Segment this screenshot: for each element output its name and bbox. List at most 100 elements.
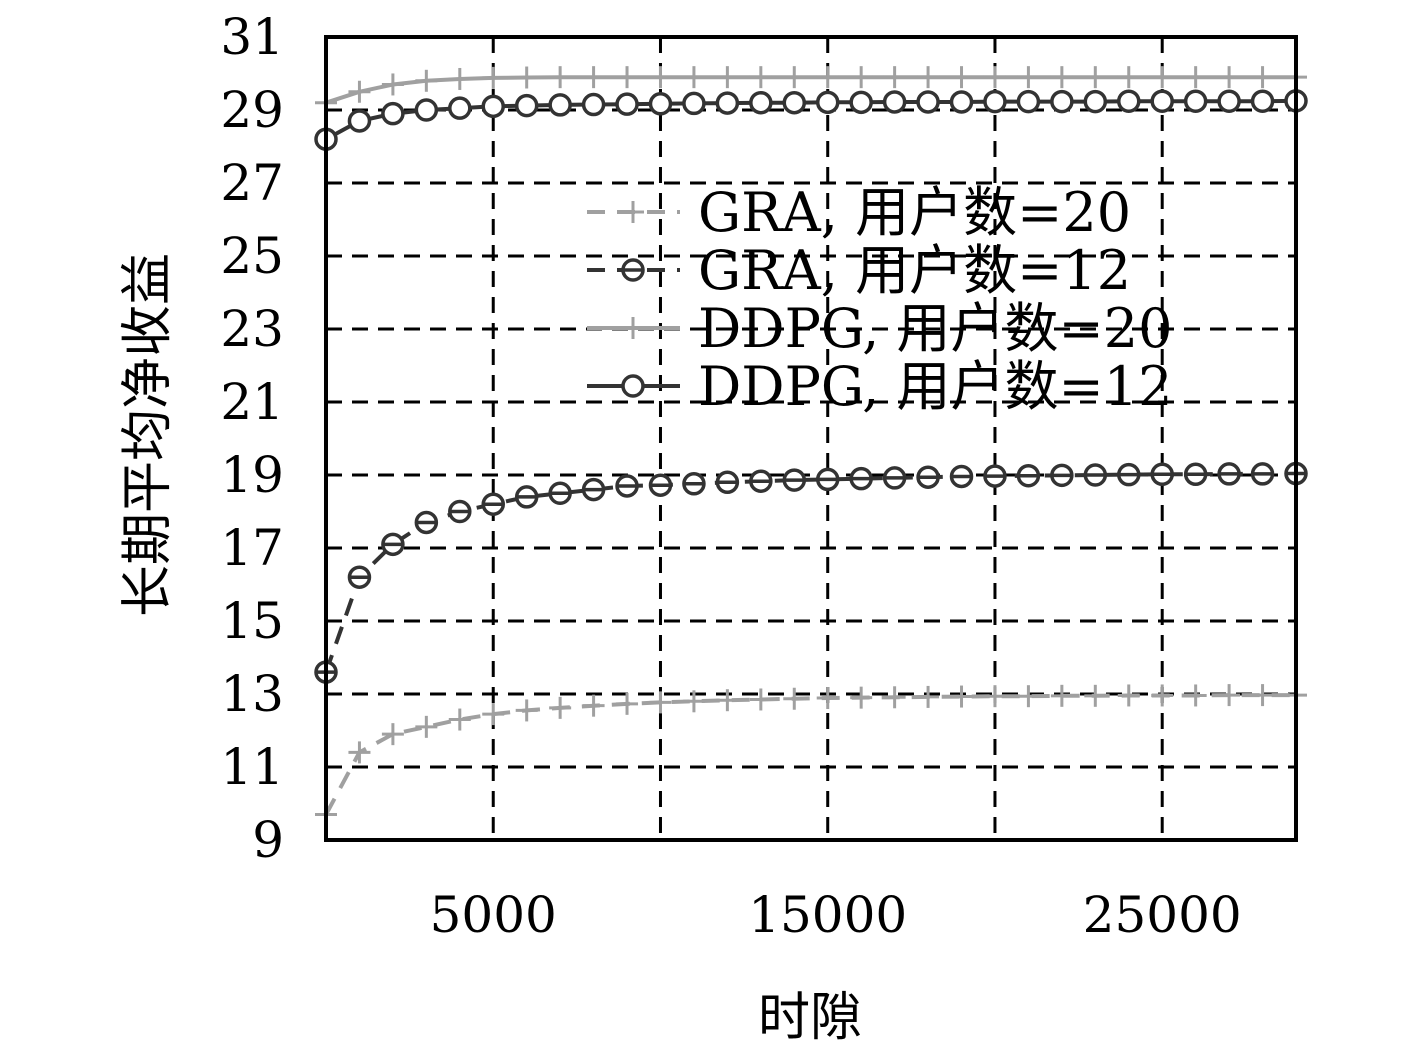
y-tick-label: 27 [220, 154, 284, 212]
plus-marker [616, 692, 639, 715]
circle-marker [548, 93, 572, 117]
plot-frame [324, 35, 1298, 842]
y-tick-label: 13 [220, 665, 284, 723]
y-axis-label: 长期平均净收益 [118, 253, 178, 617]
plus-marker [917, 66, 940, 89]
legend-label: DDPG, 用户数=20 [698, 297, 1172, 360]
plus-marker [415, 69, 438, 92]
circle-marker [581, 477, 606, 502]
circle-marker [715, 91, 740, 115]
plus-marker [1050, 684, 1073, 707]
legend-label: DDPG, 用户数=12 [698, 355, 1172, 418]
series-line [325, 98, 1297, 141]
circle-marker [1117, 89, 1141, 113]
plus-marker [716, 689, 739, 712]
plus-marker [448, 708, 471, 731]
circle-marker [514, 93, 539, 118]
plus-marker [622, 317, 644, 339]
plus-marker [983, 685, 1006, 708]
circle-marker [882, 90, 907, 114]
plus-marker [816, 66, 839, 89]
circle-marker [983, 464, 1007, 488]
plus-marker [749, 688, 772, 711]
y-tick-label: 9 [252, 811, 284, 869]
circle-marker [648, 92, 673, 116]
plus-marker [515, 699, 538, 722]
plus-marker [381, 73, 404, 96]
circle-marker [1183, 89, 1208, 113]
circle-marker [648, 473, 673, 497]
plus-marker [1084, 684, 1107, 707]
plus-marker [950, 66, 973, 89]
grid-lines [324, 35, 1296, 842]
circle-marker [1016, 89, 1041, 114]
plus-marker [1218, 684, 1241, 707]
circle-marker [682, 472, 706, 496]
plus-marker [616, 66, 639, 89]
plus-marker [682, 690, 705, 713]
axes: 9 11 13 15 17 19 21 23 25 27 29 31 5000 15000 25000 [220, 8, 1298, 944]
plus-marker [1151, 684, 1174, 707]
plus-marker [348, 741, 371, 764]
series-1 [315, 684, 1307, 826]
plus-marker [783, 687, 806, 710]
y-tick-label: 31 [220, 8, 284, 66]
plus-marker [816, 687, 839, 710]
plus-marker [682, 66, 705, 89]
circle-marker [849, 466, 873, 491]
legend-label: GRA, 用户数=20 [698, 181, 1131, 244]
circle-marker [715, 470, 740, 495]
circle-marker [615, 92, 639, 116]
circle-marker [949, 90, 974, 114]
plus-marker [1218, 66, 1241, 89]
circle-marker [621, 374, 645, 398]
plus-marker [1251, 684, 1274, 707]
circle-marker [1183, 462, 1208, 487]
circle-marker [849, 90, 873, 115]
circle-marker [682, 91, 706, 116]
plus-marker [1084, 66, 1107, 89]
circle-marker [882, 466, 907, 490]
y-tick-label: 29 [220, 81, 284, 139]
circle-marker [916, 465, 940, 489]
circle-marker [983, 89, 1007, 114]
circle-marker [1150, 462, 1174, 487]
plus-marker [1251, 66, 1274, 89]
circle-marker [615, 474, 639, 498]
y-tick-label: 11 [220, 738, 284, 796]
plus-marker [850, 66, 873, 89]
plus-marker [549, 696, 572, 719]
circle-marker [381, 532, 405, 557]
plus-marker [582, 66, 605, 89]
plus-marker [582, 694, 605, 717]
circle-marker [1083, 463, 1108, 487]
series-line [325, 75, 1296, 105]
legend-entry-4: DDPG, 用户数=12 [587, 355, 1172, 418]
circle-marker [481, 492, 505, 516]
circle-marker [347, 109, 372, 133]
x-axis-label: 时隙 [758, 988, 862, 1048]
plus-marker [950, 685, 973, 708]
circle-marker [1250, 89, 1275, 113]
circle-marker [1217, 462, 1241, 486]
circle-marker [749, 469, 773, 493]
x-tick-label: 25000 [1083, 886, 1242, 944]
y-tick-label: 19 [220, 446, 284, 504]
plus-marker [482, 703, 505, 726]
circle-marker [448, 96, 472, 120]
circle-marker [581, 92, 606, 117]
circle-marker [782, 90, 807, 115]
circle-marker [749, 90, 773, 115]
circle-marker [949, 464, 974, 489]
circle-marker [815, 467, 840, 492]
plus-marker [549, 66, 572, 89]
plus-marker [649, 691, 672, 714]
x-tick-label: 5000 [430, 886, 557, 944]
plus-marker [1184, 66, 1207, 89]
plus-marker [348, 80, 371, 103]
plus-marker [1117, 66, 1140, 89]
legend-entry-2: GRA, 用户数=12 [587, 239, 1131, 302]
circle-marker [815, 90, 840, 115]
